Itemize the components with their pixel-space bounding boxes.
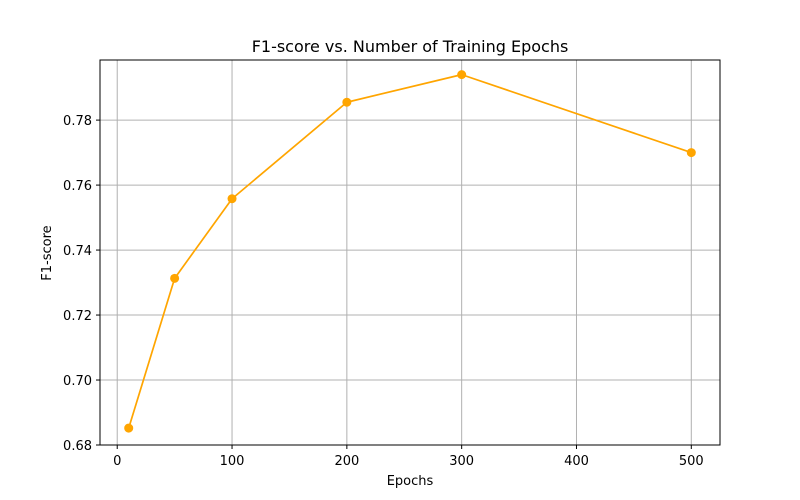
data-point — [227, 194, 237, 204]
y-tick-label: 0.68 — [63, 439, 92, 454]
data-point — [457, 70, 467, 80]
y-tick-label: 0.70 — [63, 374, 92, 389]
data-point — [686, 148, 696, 158]
y-tick-label: 0.78 — [63, 114, 92, 129]
x-axis-label: Epochs — [387, 474, 434, 489]
y-tick-label: 0.76 — [63, 179, 92, 194]
x-tick-label: 200 — [334, 454, 359, 469]
chart-title: F1-score vs. Number of Training Epochs — [252, 37, 569, 56]
x-tick-label: 100 — [220, 454, 245, 469]
series-layer — [124, 70, 696, 433]
axis-ticks: 0 100 200 300 400 500 0.68 0.70 0.72 0.74 0.76 0.78 — [63, 114, 704, 469]
x-tick-label: 0 — [113, 454, 121, 469]
y-tick-label: 0.74 — [63, 244, 92, 259]
x-tick-label: 300 — [449, 454, 474, 469]
y-axis-label: F1-score — [40, 225, 55, 280]
data-point — [170, 273, 180, 283]
data-point — [342, 97, 352, 107]
y-tick-label: 0.72 — [63, 309, 92, 324]
f1-score-line — [127, 73, 692, 429]
x-tick-label: 500 — [679, 454, 704, 469]
data-point — [124, 423, 134, 433]
x-tick-label: 400 — [564, 454, 589, 469]
plot-frame — [99, 59, 721, 446]
